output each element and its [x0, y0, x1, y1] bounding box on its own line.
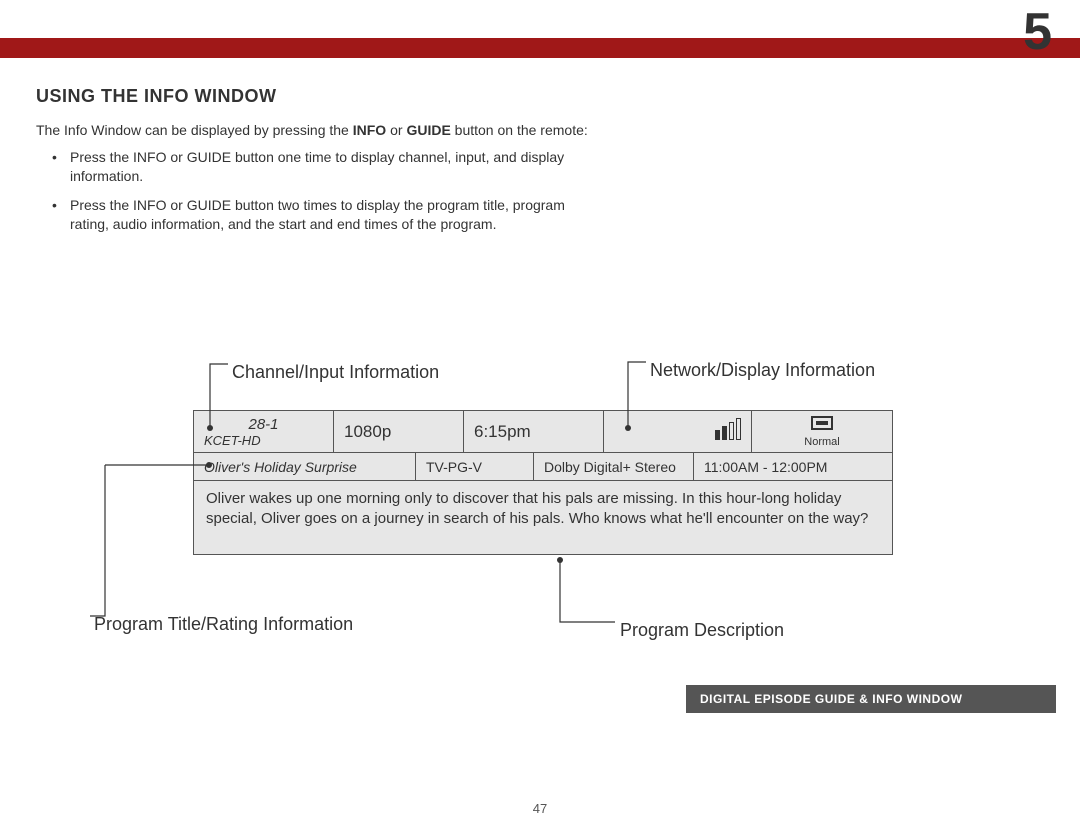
rating-cell: TV-PG-V — [416, 453, 534, 480]
channel-name: KCET-HD — [204, 433, 323, 448]
bullet-prefix: Press the — [70, 197, 133, 213]
intro-mid: or — [386, 122, 406, 138]
resolution-cell: 1080p — [334, 411, 464, 452]
callout-program-description: Program Description — [620, 620, 784, 641]
intro-prefix: The Info Window can be displayed by pres… — [36, 122, 353, 138]
signal-bars-icon — [715, 418, 741, 440]
channel-cell: 28-1 KCET-HD — [194, 411, 334, 452]
info-window-box: 28-1 KCET-HD 1080p 6:15pm Normal Oliver'… — [193, 410, 893, 555]
bullet-bold-guide: GUIDE — [187, 149, 231, 165]
intro-bold-guide: GUIDE — [406, 122, 450, 138]
channel-number: 28-1 — [204, 416, 323, 433]
info-row-top: 28-1 KCET-HD 1080p 6:15pm Normal — [194, 411, 892, 453]
program-times-cell: 11:00AM - 12:00PM — [694, 453, 892, 480]
bullet-bold-guide: GUIDE — [187, 197, 231, 213]
bullet-mid: or — [166, 149, 186, 165]
intro-paragraph: The Info Window can be displayed by pres… — [36, 121, 606, 140]
info-window-diagram: Channel/Input Information Network/Displa… — [0, 270, 1080, 670]
clock-cell: 6:15pm — [464, 411, 604, 452]
footer-section-label: DIGITAL EPISODE GUIDE & INFO WINDOW — [686, 685, 1056, 713]
bullet-item: Press the INFO or GUIDE button two times… — [70, 196, 606, 234]
instruction-list: Press the INFO or GUIDE button one time … — [36, 148, 606, 234]
bullet-mid: or — [166, 197, 186, 213]
callout-program-title-rating: Program Title/Rating Information — [94, 614, 353, 635]
chapter-banner — [0, 38, 1080, 58]
section-heading: USING THE INFO WINDOW — [36, 86, 1044, 107]
callout-channel-input: Channel/Input Information — [232, 362, 439, 383]
program-title-cell: Oliver's Holiday Surprise — [194, 453, 416, 480]
info-row-program: Oliver's Holiday Surprise TV-PG-V Dolby … — [194, 453, 892, 481]
callout-network-display: Network/Display Information — [650, 360, 875, 381]
aspect-icon — [811, 416, 833, 430]
chapter-number: 5 — [1023, 2, 1052, 62]
display-mode-cell: Normal — [752, 411, 892, 452]
content-area: USING THE INFO WINDOW The Info Window ca… — [36, 86, 1044, 243]
signal-cell — [604, 411, 752, 452]
bullet-bold-info: INFO — [133, 197, 166, 213]
bullet-prefix: Press the — [70, 149, 133, 165]
program-description-cell: Oliver wakes up one morning only to disc… — [194, 481, 892, 554]
display-mode-label: Normal — [804, 436, 839, 448]
page-number: 47 — [533, 801, 547, 816]
bullet-item: Press the INFO or GUIDE button one time … — [70, 148, 606, 186]
intro-suffix: button on the remote: — [451, 122, 588, 138]
audio-cell: Dolby Digital+ Stereo — [534, 453, 694, 480]
bullet-bold-info: INFO — [133, 149, 166, 165]
intro-bold-info: INFO — [353, 122, 386, 138]
